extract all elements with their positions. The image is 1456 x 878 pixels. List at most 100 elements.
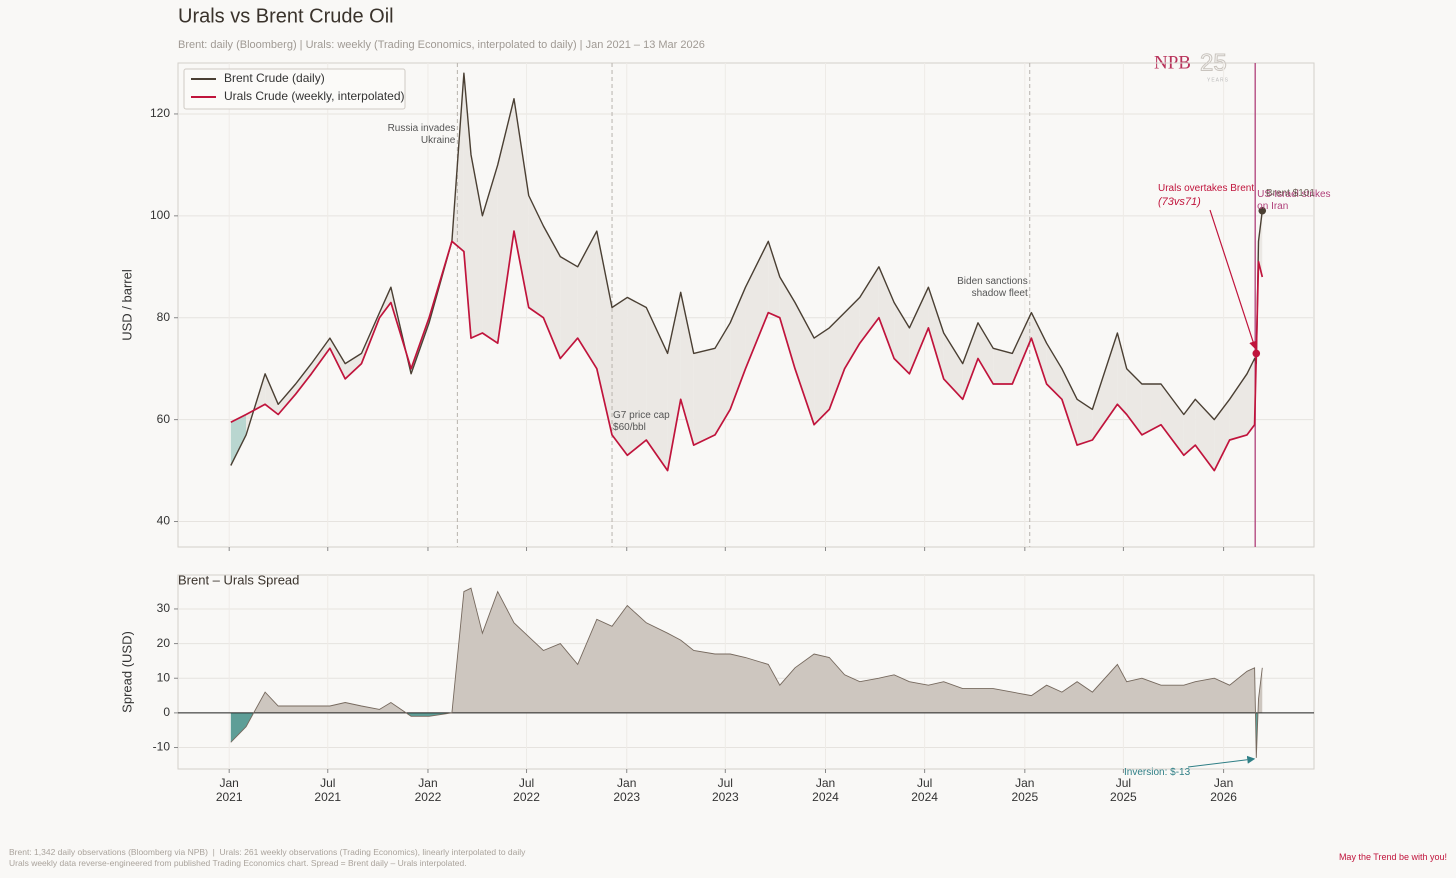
spread-fill	[295, 363, 312, 395]
y-axis-label: Spread (USD)	[119, 631, 134, 713]
spread-fill	[543, 226, 561, 359]
spread-fill	[680, 292, 694, 446]
spread-fill	[482, 164, 498, 344]
annotation-text: Inversion: $-13	[1124, 767, 1191, 778]
legend-label: Brent Crude (daily)	[224, 71, 325, 85]
spread-fill	[779, 276, 796, 369]
spread-fill	[497, 98, 515, 344]
y-tick-label: 100	[150, 208, 170, 222]
spread-fill	[329, 338, 346, 379]
spread-fill	[278, 383, 296, 415]
spread-fill	[878, 266, 895, 359]
spread-fill	[1012, 312, 1032, 384]
chart-title: Urals vs Brent Crude Oil	[178, 5, 394, 27]
spread-fill	[1214, 399, 1230, 471]
spread-fill	[1046, 343, 1062, 400]
spread-fill	[1092, 333, 1118, 441]
annotation-text: Urals overtakes Brent	[1158, 183, 1255, 194]
spread-fill	[230, 414, 247, 466]
x-tick-label: Jul 2021	[314, 776, 342, 804]
spread-fill	[909, 287, 929, 374]
event-label: G7 price cap $60/bbl	[613, 410, 670, 433]
y-tick-label: 0	[163, 705, 170, 719]
event-label: Russia invades Ukraine	[387, 123, 456, 146]
x-tick-label: Jan 2026	[1210, 776, 1237, 804]
annotation-point	[1258, 206, 1267, 215]
spread-fill	[745, 241, 769, 369]
y-tick-label: -10	[153, 740, 171, 754]
spread-fill	[646, 307, 668, 471]
panel-title: Brent – Urals Spread	[178, 572, 299, 587]
spread-fill	[265, 373, 279, 415]
spread-fill	[627, 297, 647, 456]
legend-box	[183, 68, 406, 110]
spread-fill	[612, 297, 628, 456]
event-label: US-Israel strikes on Iran	[1257, 189, 1331, 212]
spread-fill	[1031, 312, 1047, 384]
spread-fill	[714, 322, 731, 435]
spread-fill	[1195, 399, 1215, 471]
spread-fill	[993, 348, 1013, 384]
x-tick-label: Jan 2025	[1011, 776, 1039, 804]
spread-fill	[844, 297, 860, 369]
legend-label: Urals Crude (weekly, interpolated)	[224, 89, 405, 103]
annotation-detail: (73vs71)	[1158, 196, 1201, 208]
spread-fill	[730, 287, 746, 410]
plot-frame	[177, 574, 1315, 770]
y-tick-label: 30	[157, 601, 171, 615]
spread-fill	[560, 256, 578, 359]
x-tick-label: Jul 2023	[711, 776, 739, 804]
spread-fill	[528, 195, 544, 318]
y-axis-label: USD / barrel	[119, 269, 134, 341]
price-line	[230, 230, 1264, 472]
y-tick-label: 40	[157, 514, 171, 528]
price-line	[230, 72, 1263, 466]
x-tick-label: Jan 2022	[414, 776, 442, 804]
spread-fill	[795, 302, 815, 425]
x-tick-label: Jul 2025	[1110, 776, 1137, 804]
spread-fill	[943, 333, 963, 400]
spread-fill	[859, 266, 879, 344]
spread-fill	[977, 322, 994, 384]
spread-fill	[1258, 210, 1263, 277]
spread-fill	[345, 353, 362, 379]
x-tick-label: Jan 2024	[812, 776, 839, 804]
x-tick-label: Jan 2021	[215, 776, 243, 804]
spread-fill	[1117, 333, 1127, 415]
spread-fill	[768, 241, 780, 318]
spread-fill	[693, 348, 715, 446]
spread-fill	[894, 302, 910, 374]
footer-note: Brent: 1,342 daily observations (Bloombe…	[9, 847, 526, 857]
spread-fill	[667, 292, 681, 471]
y-tick-label: 20	[157, 636, 171, 650]
spread-fill	[1183, 399, 1196, 456]
y-tick-label: 120	[150, 106, 170, 120]
y-tick-label: 10	[157, 670, 171, 684]
spread-fill	[962, 322, 978, 400]
spread-fill	[311, 338, 330, 374]
spread-fill	[1141, 383, 1161, 435]
spread-area	[253, 588, 1263, 713]
logo-caption: YEARS	[1207, 77, 1229, 83]
spread-fill	[1077, 399, 1093, 446]
annotation-point	[1252, 349, 1261, 358]
spread-fill	[829, 312, 845, 410]
annotation-arrow	[1187, 755, 1256, 768]
spread-fill	[928, 287, 944, 379]
footer-tagline: May the Trend be with you!	[1338, 852, 1447, 862]
chart-subtitle: Brent: daily (Bloomberg) | Urals: weekly…	[178, 39, 705, 51]
y-tick-label: 60	[157, 412, 171, 426]
spread-fill	[1229, 373, 1248, 441]
spread-fill	[577, 231, 597, 369]
spread-fill	[1160, 383, 1184, 456]
x-tick-label: Jul 2022	[513, 776, 540, 804]
annotation-text: Brent $101	[1266, 188, 1315, 199]
annotation-arrow	[1209, 209, 1257, 350]
plot-frame	[177, 62, 1315, 548]
spread-fill	[814, 327, 830, 425]
footer-note: Urals weekly data reverse-engineered fro…	[9, 858, 467, 868]
event-label: Biden sanctions shadow fleet	[957, 276, 1028, 299]
spread-line	[230, 587, 1263, 758]
